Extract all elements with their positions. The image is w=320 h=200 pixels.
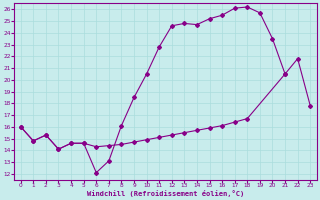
X-axis label: Windchill (Refroidissement éolien,°C): Windchill (Refroidissement éolien,°C) (87, 190, 244, 197)
